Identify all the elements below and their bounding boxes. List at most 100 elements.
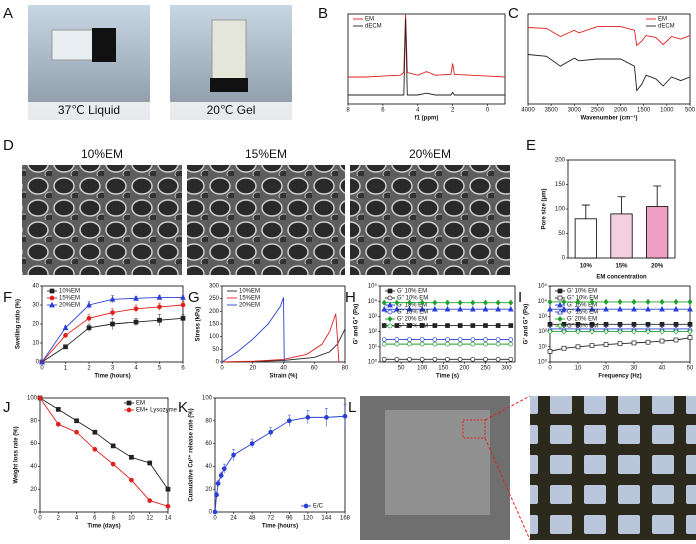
marker <box>110 321 115 327</box>
marker <box>508 341 514 347</box>
marker <box>180 315 186 321</box>
y-tick-label: 60 <box>30 441 37 447</box>
micrograph <box>22 165 182 275</box>
marker <box>617 305 623 312</box>
marker <box>495 356 501 362</box>
x-tick-label: 48 <box>249 516 256 522</box>
x-tick-label: 4 <box>75 516 79 522</box>
legend-label: G' 10% EM <box>567 289 597 295</box>
legend-marker <box>557 295 563 301</box>
legend-label: G' 15% EM <box>397 303 427 309</box>
marker <box>575 328 581 335</box>
marker <box>495 337 501 342</box>
legend-marker <box>126 400 132 406</box>
x-axis-label: EM concentration <box>596 275 647 281</box>
x-axis-label: Frequency (Hz) <box>598 374 641 380</box>
y-axis-label: G' and G'' (Pa) <box>524 304 530 345</box>
marker <box>407 337 412 342</box>
y-tick-label: 80 <box>30 418 37 424</box>
marker <box>407 323 412 328</box>
plot-frame <box>39 397 169 513</box>
marker <box>645 328 651 335</box>
marker <box>645 339 651 345</box>
panel-label: K <box>178 399 188 416</box>
legend-label: G' 20% EM <box>397 317 427 323</box>
marker <box>381 337 387 342</box>
x-tick-label: 6 <box>181 366 185 372</box>
x-tick-label: 8 <box>346 108 350 114</box>
marker <box>470 323 476 328</box>
x-axis-label: Time (hours) <box>262 524 298 530</box>
y-tick-label: 10³ <box>368 314 377 320</box>
marker <box>221 466 227 472</box>
marker <box>157 317 162 323</box>
x-tick-label: 500 <box>685 108 696 114</box>
marker <box>62 324 69 331</box>
series-line <box>214 415 346 513</box>
x-tick-label: 0 <box>486 108 490 114</box>
y-tick-label: 10³ <box>538 314 547 320</box>
vial-cap <box>92 28 116 62</box>
legend-marker <box>557 322 563 330</box>
marker <box>470 341 476 347</box>
y-tick-label: 10⁰ <box>538 359 548 366</box>
marker <box>92 429 98 435</box>
marker <box>129 454 134 460</box>
legend-marker <box>557 308 563 315</box>
legend-marker <box>303 503 309 509</box>
legend-label: dECM <box>365 24 382 30</box>
x-tick-label: 0 <box>220 366 224 372</box>
marker <box>419 299 425 306</box>
legend-marker <box>49 288 55 294</box>
y-tick-label: 40 <box>205 464 212 470</box>
marker <box>561 328 567 335</box>
marker <box>212 509 218 515</box>
y-tick-label: 10⁵ <box>538 283 548 290</box>
panel-label: C <box>508 5 519 22</box>
series-line <box>348 13 506 78</box>
marker <box>165 503 171 509</box>
marker <box>74 418 79 424</box>
legend-label: 15%EM <box>59 296 80 302</box>
legend-marker <box>557 288 563 294</box>
marker <box>445 299 450 306</box>
x-tick-label: 3000 <box>568 108 582 114</box>
marker <box>305 415 311 420</box>
marker <box>92 446 98 452</box>
legend-label: 20%EM <box>59 303 80 309</box>
x-tick-label: 8 <box>111 516 115 522</box>
marker <box>617 298 623 305</box>
y-tick-label: 20 <box>205 487 212 493</box>
marker <box>215 481 221 486</box>
marker <box>645 298 651 305</box>
legend-marker <box>387 323 393 329</box>
marker <box>687 335 693 340</box>
marker <box>381 299 387 306</box>
marker <box>432 337 438 342</box>
marker <box>147 498 153 503</box>
marker <box>645 305 651 312</box>
zoom-line <box>484 395 531 421</box>
y-tick-label: 10⁴ <box>538 298 548 305</box>
marker <box>180 294 186 300</box>
y-tick-label: 0 <box>562 256 566 262</box>
legend-label: 20%EM <box>239 303 260 309</box>
legend-label: G'' 10% EM <box>397 296 428 302</box>
panel-label: E <box>526 137 536 154</box>
marker <box>445 337 450 342</box>
panel-label: I <box>518 289 522 306</box>
marker <box>673 298 679 305</box>
y-tick-label: 40 <box>30 464 37 470</box>
y-tick-label: 150 <box>209 322 220 328</box>
y-tick-label: 10² <box>368 329 377 335</box>
y-tick-label: 200 <box>209 309 220 315</box>
x-tick-label: 30 <box>631 366 638 372</box>
y-tick-label: 150 <box>555 182 566 188</box>
micrograph <box>350 165 510 275</box>
x-axis-label: Wavenumber (cm⁻¹) <box>581 115 638 122</box>
marker <box>495 341 501 347</box>
marker <box>575 298 581 305</box>
marker <box>110 443 116 449</box>
x-tick-label: 50 <box>687 366 694 372</box>
